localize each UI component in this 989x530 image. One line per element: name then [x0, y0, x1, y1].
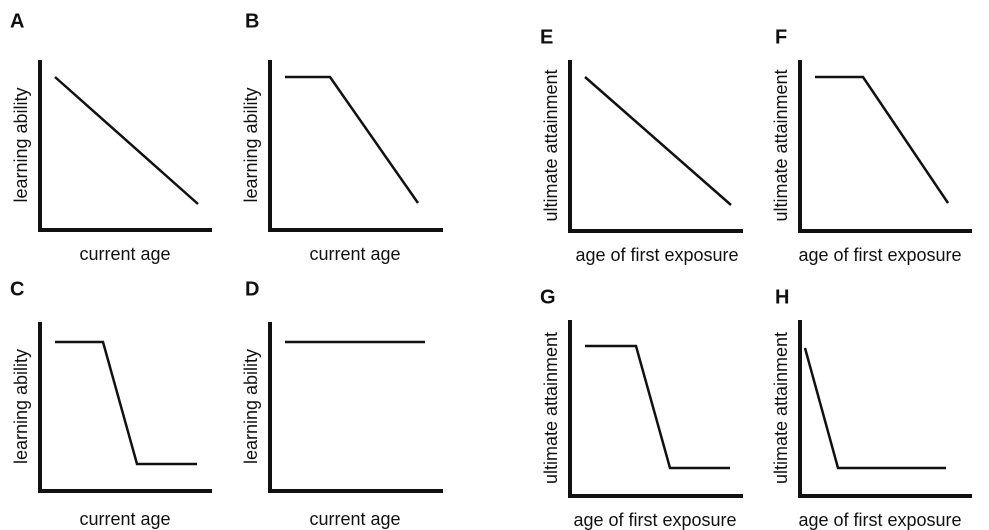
axes	[568, 60, 743, 233]
y-axis-label: ultimate attainment	[541, 69, 561, 221]
axes	[568, 320, 743, 498]
x-axis-label: age of first exposure	[798, 510, 961, 530]
x-axis-label: age of first exposure	[798, 245, 961, 265]
schematic-curve	[584, 76, 732, 206]
y-axis-label: learning ability	[241, 349, 261, 464]
y-axis-label: ultimate attainment	[771, 69, 791, 221]
axes	[38, 322, 212, 493]
axes	[268, 322, 443, 493]
axes	[798, 320, 972, 498]
schematic-curve	[285, 75, 420, 204]
panel-letter: B	[245, 10, 259, 32]
schematic-curve	[55, 340, 197, 466]
panel-letter: E	[540, 26, 553, 48]
x-axis-label: current age	[309, 244, 400, 264]
x-axis-label: current age	[79, 244, 170, 264]
axes	[798, 60, 972, 233]
x-axis-label: current age	[79, 509, 170, 529]
axes	[38, 60, 212, 232]
panel-letter: D	[245, 278, 259, 300]
panel-letter: A	[10, 10, 24, 32]
panel-letter: F	[775, 26, 787, 48]
x-axis-label: current age	[309, 509, 400, 529]
y-axis-label: learning ability	[11, 87, 31, 202]
schematic-curve	[54, 76, 199, 205]
x-axis-label: age of first exposure	[573, 510, 736, 530]
schematic-curve	[803, 347, 946, 470]
panel-letter: C	[10, 278, 24, 300]
panel-letter: H	[775, 286, 789, 308]
y-axis-label: learning ability	[11, 349, 31, 464]
schematic-curve	[815, 75, 950, 204]
y-axis-label: learning ability	[241, 87, 261, 202]
x-axis-label: age of first exposure	[575, 245, 738, 265]
schematic-curve	[585, 344, 730, 470]
panel-letter: G	[540, 286, 556, 308]
y-axis-label: ultimate attainment	[541, 332, 561, 484]
y-axis-label: ultimate attainment	[771, 332, 791, 484]
axes	[268, 60, 443, 232]
